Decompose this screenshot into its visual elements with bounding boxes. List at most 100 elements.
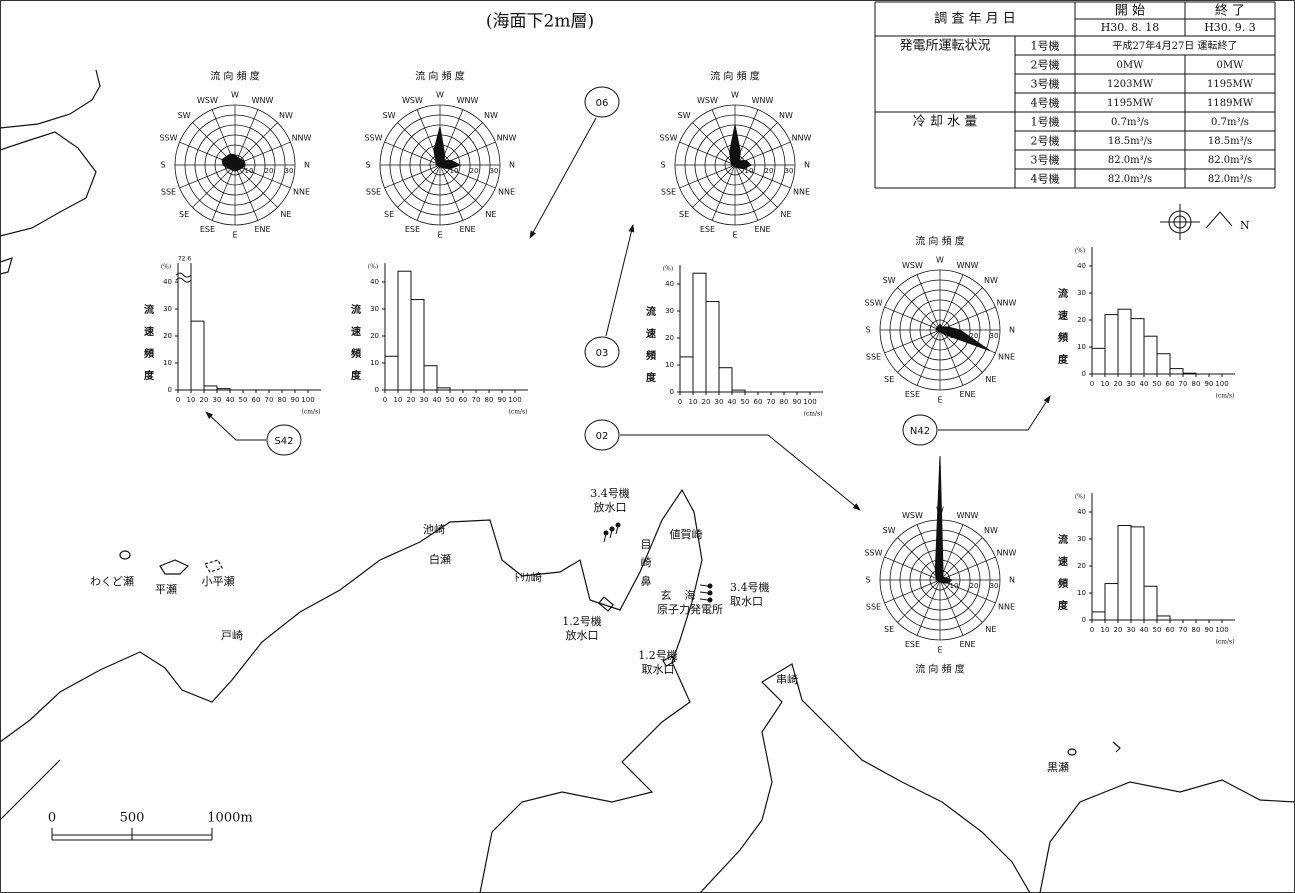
y-tick-label: 40 xyxy=(163,278,172,286)
table-cell: 1195MW xyxy=(1207,79,1254,90)
rose-spoke xyxy=(939,524,964,581)
direction-label: E xyxy=(437,231,442,240)
callout-arrow xyxy=(938,395,1051,431)
direction-label: SSW xyxy=(659,134,677,143)
direction-label: ENE xyxy=(960,640,976,649)
direction-label: N xyxy=(304,161,310,170)
scale-label: 1000m xyxy=(207,811,252,826)
direction-label: ESE xyxy=(700,225,715,234)
histogram-bar xyxy=(1117,308,1132,375)
y-tick-label: 0 xyxy=(375,386,379,394)
direction-label: S xyxy=(865,576,870,585)
y-tick-label: 30 xyxy=(665,307,674,315)
rose-tick-label: 20 xyxy=(765,167,774,175)
x-tick-label: 40 xyxy=(433,396,442,404)
rose-spoke xyxy=(939,306,996,331)
place-label: 戸崎 xyxy=(221,628,243,642)
rose-spoke xyxy=(939,579,996,604)
y-tick-label: 20 xyxy=(163,332,172,340)
x-tick-label: 30 xyxy=(1127,626,1136,634)
histogram-bar xyxy=(1143,585,1158,621)
x-tick-label: 70 xyxy=(1179,626,1188,634)
direction-label: E xyxy=(937,396,942,405)
station-marker xyxy=(266,424,302,456)
rose-tick-label: 30 xyxy=(990,582,999,590)
table-cell: 1号機 xyxy=(1031,39,1060,53)
x-tick-label: 100 xyxy=(301,396,314,404)
histogram-bar xyxy=(1130,318,1145,375)
table-cell: 4号機 xyxy=(1031,96,1060,110)
rose-tick-label: 30 xyxy=(785,167,794,175)
direction-label: SE xyxy=(884,375,894,384)
direction-label: NE xyxy=(280,210,291,219)
x-tick-label: 30 xyxy=(420,396,429,404)
y-tick-label: 10 xyxy=(1077,343,1086,351)
table-cell: 1号機 xyxy=(1031,115,1060,129)
x-tick-label: 70 xyxy=(767,398,776,406)
y-tick-label: 20 xyxy=(665,334,674,342)
rose-spoke xyxy=(734,164,759,221)
place-label: 鼻 xyxy=(641,574,652,588)
direction-label: WSW xyxy=(902,511,923,520)
x-tick-label: 80 xyxy=(1192,626,1201,634)
rose-spoke xyxy=(692,122,736,166)
y-tick-label: 30 xyxy=(163,305,172,313)
y-tick-label: 30 xyxy=(1077,289,1086,297)
direction-label: SE xyxy=(384,210,394,219)
y-tick-label: 20 xyxy=(370,332,379,340)
value-label: 72.6 xyxy=(178,256,192,263)
rose-spoke xyxy=(397,164,441,208)
rose-spoke xyxy=(439,164,464,221)
x-tick-label: 50 xyxy=(1153,626,1162,634)
x-tick-label: 40 xyxy=(1140,626,1149,634)
direction-label: SSE xyxy=(661,187,676,196)
rose-spoke xyxy=(884,579,941,604)
rose-spoke xyxy=(897,579,941,623)
direction-label: W xyxy=(436,91,444,100)
place-label: 3.4号機 xyxy=(590,486,630,500)
y-tick-label: 20 xyxy=(1077,562,1086,570)
table-cell: 18.5m³/s xyxy=(1108,136,1152,147)
direction-label: E xyxy=(732,231,737,240)
table-cell: 0MW xyxy=(1117,60,1145,71)
rose-title: 流 向 頻 度 xyxy=(915,663,965,676)
x-tick-label: 30 xyxy=(715,398,724,406)
direction-label: WNW xyxy=(957,261,979,270)
rose-spoke xyxy=(916,329,941,386)
direction-label: NE xyxy=(485,210,496,219)
y-axis-label: 流速頻度 xyxy=(1058,533,1069,612)
x-tick-label: 40 xyxy=(226,396,235,404)
histogram-bar xyxy=(1156,353,1171,375)
table-cell: 18.5m³/s xyxy=(1208,136,1252,147)
rose-spoke xyxy=(939,537,983,581)
rose-tick-label: 20 xyxy=(970,582,979,590)
place-label: 小平瀬 xyxy=(202,574,235,588)
direction-label: W xyxy=(231,91,239,100)
rose-tick-label: 20 xyxy=(970,332,979,340)
rose-tick-label: 20 xyxy=(265,167,274,175)
rose-title: 流 向 頻 度 xyxy=(415,70,465,83)
histogram-bar xyxy=(1104,583,1119,621)
outfall-symbols xyxy=(603,522,713,603)
rose-spoke xyxy=(734,122,778,166)
page-title: (海面下2m層) xyxy=(486,12,594,32)
direction-label: ENE xyxy=(755,225,771,234)
x-tick-label: 90 xyxy=(1205,626,1214,634)
x-tick-label: 20 xyxy=(1114,626,1123,634)
x-tick-label: 90 xyxy=(291,396,300,404)
direction-label: SSE xyxy=(161,187,176,196)
y-axis-label: 流速頻度 xyxy=(646,305,657,384)
place-label: 1.2号機 xyxy=(562,614,602,628)
y-tick-label: 20 xyxy=(1077,316,1086,324)
histogram-bar xyxy=(190,320,205,391)
direction-label: S xyxy=(160,161,165,170)
rose-spoke xyxy=(384,164,441,189)
table-cell: 82.0m³/s xyxy=(1208,174,1252,185)
station-label: 02 xyxy=(596,431,609,442)
rose-tick-label: 30 xyxy=(990,332,999,340)
x-tick-label: 10 xyxy=(1101,626,1110,634)
y-unit: (%) xyxy=(368,264,378,271)
y-unit: (%) xyxy=(161,264,171,271)
direction-label: SW xyxy=(383,111,396,120)
direction-label: NW xyxy=(484,111,498,120)
